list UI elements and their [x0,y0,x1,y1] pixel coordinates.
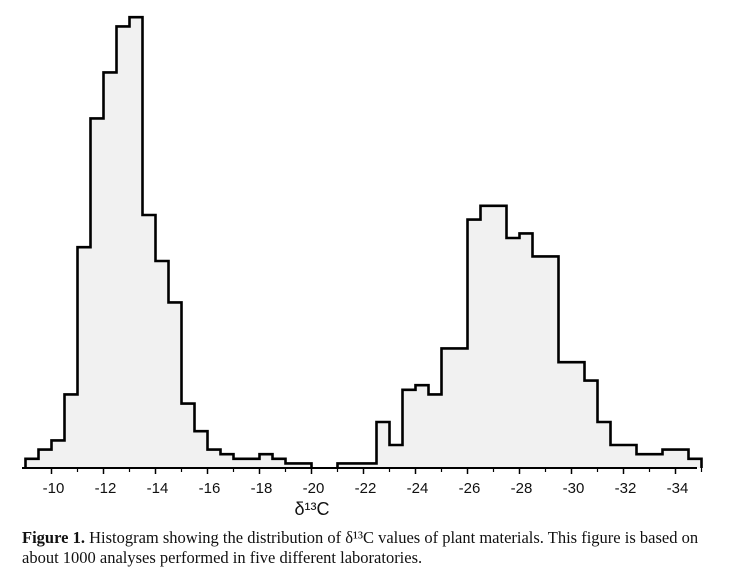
histogram-bar [572,362,585,468]
histogram-bar [533,256,546,468]
histogram-bar [403,390,416,468]
histogram-bar [65,394,78,468]
x-tick-label: -32 [615,480,637,497]
series-outline-2 [336,204,703,468]
histogram-bar [156,261,169,468]
series-outline-1 [24,15,313,468]
histogram-bar [663,450,676,468]
histogram-bar [195,431,208,468]
histogram-bar [416,385,429,468]
x-tick-label: -10 [43,480,65,497]
histogram-bar [520,233,533,468]
x-tick-label: -20 [303,480,325,497]
histogram-fills [25,17,702,469]
histogram-figure: -10 -12 -14 -16 -18 -20 -22 -24 -26 -28 -30 -32 -34 … [22,15,703,519]
histogram-bar [559,362,572,468]
histogram-bar [637,454,650,468]
histogram-bar [130,17,143,468]
histogram-bar [442,348,455,468]
histogram-bar [585,381,598,468]
histogram-bar [208,450,221,468]
histogram-bar [182,404,195,468]
histogram-bar [390,445,403,468]
series-fill-1 [25,17,312,468]
histogram-bar [39,450,52,468]
x-tick-label: -28 [511,480,533,497]
histogram-bar [117,26,130,468]
histogram-bar [598,422,611,468]
histogram-bar [611,445,624,468]
histogram-bar [377,422,390,468]
histogram-bar [676,450,689,468]
caption-label: Figure 1. [22,528,85,547]
series-fill-2 [337,205,702,469]
histogram-bar [494,206,507,468]
x-tick-label: -34 [667,480,689,497]
histogram-bar [143,215,156,468]
histogram-bars [26,17,702,468]
histogram-bar [546,256,559,468]
histogram-bar [273,459,286,468]
histogram-bar [78,247,91,468]
histogram-bar [689,459,702,468]
histogram-bar [429,394,442,468]
histogram-bar [52,440,65,468]
histogram-bar [650,454,663,468]
x-axis-label: δ¹³C [294,499,329,519]
x-tick-label: -26 [459,480,481,497]
histogram-bar [455,348,468,468]
histogram-outlines [24,15,703,468]
histogram-bar [104,72,117,468]
x-tick-label: -30 [563,480,585,497]
histogram-bar [507,238,520,468]
x-tick-label: -14 [147,480,169,497]
histogram-bar [26,459,39,468]
x-tick-label: -24 [407,480,429,497]
histogram-bar [221,454,234,468]
x-axis-ticks: -10 -12 -14 -16 -18 -20 -22 -24 -26 -28 -30 -32 -34 [43,468,703,497]
x-tick-label: -16 [199,480,221,497]
histogram-bar [481,206,494,468]
histogram-bar [91,118,104,468]
x-tick-label: -18 [251,480,273,497]
figure-caption: Figure 1. Histogram showing the distribu… [22,528,722,568]
histogram-bar [468,220,481,468]
histogram-bar [234,459,247,468]
histogram-bar [247,459,260,468]
histogram-bar [260,454,273,468]
histogram-bar [169,302,182,468]
x-tick-label: -22 [355,480,377,497]
x-tick-label: -12 [95,480,117,497]
caption-text: Histogram showing the distribution of δ¹… [22,528,699,567]
histogram-bar [624,445,637,468]
